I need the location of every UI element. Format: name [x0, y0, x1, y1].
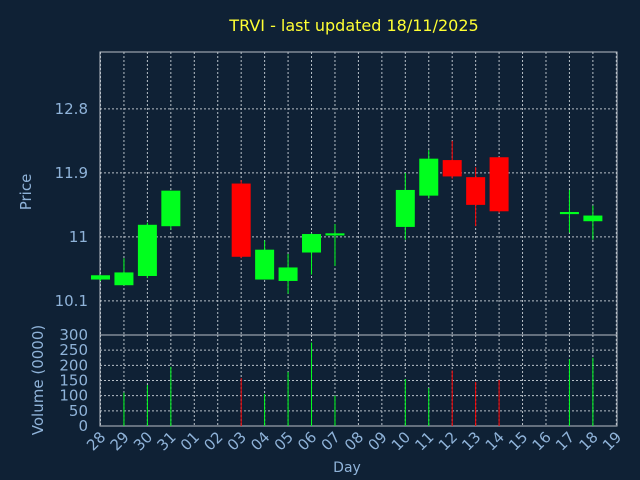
volume-axis-label: Volume (0000): [29, 325, 47, 435]
volume-tick-label: 150: [59, 372, 88, 390]
x-tick-label: 02: [200, 428, 226, 454]
price-tick-label: 10.1: [55, 292, 88, 310]
candle-body: [419, 158, 439, 196]
candle-body: [559, 211, 579, 215]
candle-body: [395, 189, 415, 227]
volume-tick-label: 100: [59, 387, 88, 405]
x-tick-label: 18: [575, 428, 601, 454]
price-tick-label: 12.8: [55, 100, 88, 118]
volume-tick-label: 250: [59, 341, 88, 359]
candle-body: [583, 215, 603, 222]
candle-body: [325, 233, 345, 236]
x-tick-label: 14: [482, 428, 508, 454]
candle-body: [231, 183, 251, 257]
x-tick-label: 31: [153, 428, 179, 454]
x-tick-label: 15: [505, 428, 531, 454]
x-tick-label: 03: [224, 428, 250, 454]
volume-tick-label: 0: [78, 417, 88, 435]
x-tick-label: 04: [247, 428, 273, 454]
x-tick-label: 05: [271, 428, 297, 454]
candle-body: [255, 249, 275, 280]
volume-panel-frame: [99, 334, 618, 427]
candle-body: [489, 157, 509, 212]
candle-body: [137, 224, 157, 276]
x-tick-label: 01: [177, 428, 203, 454]
x-tick-label: 12: [435, 428, 461, 454]
candle-body: [91, 275, 110, 280]
volume-tick-label: 50: [69, 402, 88, 420]
candle-body: [114, 272, 134, 286]
x-tick-label: 09: [364, 428, 390, 454]
x-axis-label: Day: [333, 460, 361, 476]
candle-body: [302, 234, 322, 253]
price-axis-label: Price: [17, 174, 35, 211]
x-tick-label: 17: [552, 428, 578, 454]
x-tick-label: 06: [294, 428, 320, 454]
candle-body: [442, 160, 462, 177]
x-tick-label: 30: [130, 428, 156, 454]
chart-title: TRVI - last updated 18/11/2025: [228, 16, 478, 35]
x-tick-label: 29: [107, 428, 133, 454]
volume-tick-label: 200: [59, 356, 88, 374]
volume-tick-label: 300: [59, 326, 88, 344]
price-tick-label: 11: [69, 228, 88, 246]
x-tick-label: 19: [599, 428, 625, 454]
x-tick-label: 11: [411, 428, 437, 454]
x-tick-label: 10: [388, 428, 414, 454]
candle-body: [278, 267, 298, 281]
candle-body: [466, 177, 486, 205]
x-tick-label: 07: [318, 428, 344, 454]
price-tick-label: 11.9: [55, 164, 88, 182]
x-tick-label: 16: [529, 428, 555, 454]
candle-body: [161, 190, 181, 227]
x-tick-label: 08: [341, 428, 367, 454]
x-tick-label: 13: [458, 428, 484, 454]
